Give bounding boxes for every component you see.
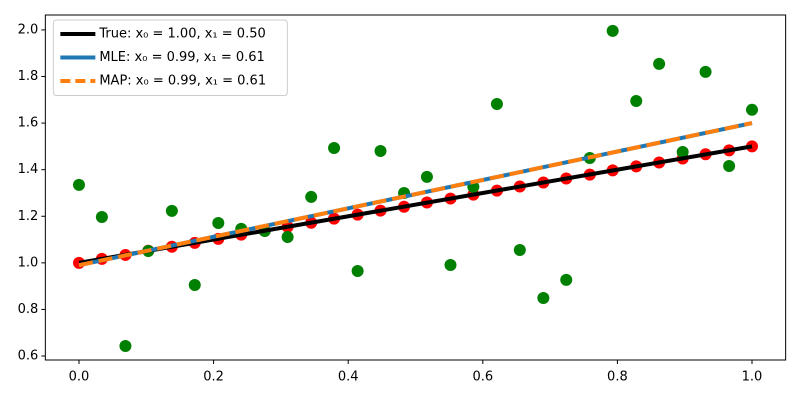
x-tick-label: 0.6 bbox=[472, 370, 493, 385]
point bbox=[119, 340, 132, 353]
point bbox=[305, 190, 318, 203]
point bbox=[630, 94, 643, 107]
point bbox=[212, 217, 225, 230]
y-tick-label: 1.2 bbox=[18, 209, 39, 224]
legend-box bbox=[52, 19, 288, 96]
x-tick-label: 0.8 bbox=[607, 370, 628, 385]
point bbox=[328, 142, 341, 155]
point bbox=[537, 292, 550, 305]
line bbox=[78, 121, 753, 268]
y-tick-label: 1.4 bbox=[18, 162, 39, 177]
plot-frame bbox=[44, 14, 787, 361]
y-tick-label: 1.8 bbox=[18, 69, 39, 84]
point bbox=[699, 65, 712, 78]
x-tick-label: 0.2 bbox=[203, 370, 224, 385]
point bbox=[95, 210, 108, 223]
point bbox=[188, 278, 201, 291]
point bbox=[560, 273, 573, 286]
legend-label: True: x₀ = 1.00, x₁ = 0.50 bbox=[98, 27, 265, 42]
x-tick-label: 0.4 bbox=[338, 370, 359, 385]
legend-label: MLE: x₀ = 0.99, x₁ = 0.61 bbox=[99, 50, 264, 65]
point bbox=[606, 24, 619, 37]
point bbox=[420, 170, 433, 183]
legend: True: x₀ = 1.00, x₁ = 0.50 MLE: x₀ = 0.99… bbox=[52, 19, 288, 96]
point bbox=[444, 258, 457, 271]
point bbox=[73, 178, 85, 191]
y-tick-label: 1.0 bbox=[18, 255, 39, 270]
x-tick-label: 1.0 bbox=[742, 370, 763, 385]
point bbox=[281, 231, 294, 244]
point bbox=[746, 103, 758, 116]
point bbox=[374, 145, 387, 158]
point bbox=[513, 244, 526, 257]
y-tick-label: 0.6 bbox=[18, 349, 39, 364]
x-tick-label: 0.0 bbox=[69, 370, 90, 385]
point bbox=[165, 204, 178, 217]
y-tick-label: 0.8 bbox=[18, 302, 39, 317]
y-tick-label: 1.6 bbox=[18, 116, 39, 131]
legend-label: MAP: x₀ = 0.99, x₁ = 0.61 bbox=[99, 74, 266, 89]
point bbox=[351, 265, 364, 278]
point bbox=[653, 57, 666, 70]
y-tick-label: 2.0 bbox=[18, 22, 39, 37]
point bbox=[676, 145, 689, 158]
point bbox=[490, 97, 503, 110]
point bbox=[723, 159, 736, 172]
